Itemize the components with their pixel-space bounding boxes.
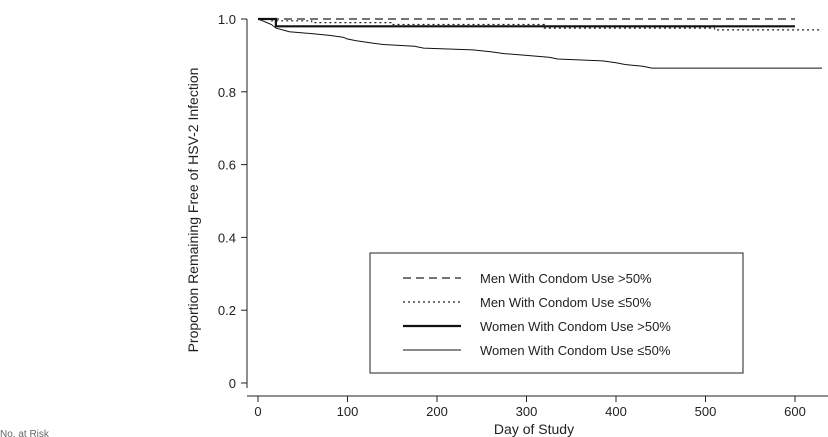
legend-box bbox=[369, 252, 744, 374]
legend-label: Men With Condom Use >50% bbox=[480, 271, 652, 286]
series-line-women-with-condom-use-50 bbox=[258, 17, 795, 28]
x-tick-label: 400 bbox=[605, 404, 627, 419]
series-line-men-with-condom-use-50 bbox=[258, 18, 822, 31]
y-tick-label: 0.4 bbox=[218, 230, 236, 245]
y-tick-label: 0 bbox=[229, 376, 236, 391]
series-line-women-with-condom-use-50 bbox=[257, 18, 822, 69]
footnote: No. at Risk bbox=[0, 429, 50, 437]
legend-label: Men With Condom Use ≤50% bbox=[480, 295, 652, 310]
legend: Men With Condom Use >50% Men With Condom … bbox=[369, 252, 744, 374]
y-tick-label: 1.0 bbox=[218, 12, 236, 27]
x-axis-ticks: 0 100 200 300 400 500 600 bbox=[254, 396, 806, 419]
x-tick-label: 300 bbox=[516, 404, 538, 419]
x-tick-label: 500 bbox=[695, 404, 717, 419]
x-tick-label: 200 bbox=[426, 404, 448, 419]
y-axis-title: Proportion Remaining Free of HSV-2 Infec… bbox=[185, 68, 201, 353]
legend-entries: Men With Condom Use >50% Men With Condom … bbox=[403, 271, 671, 358]
x-tick-label: 0 bbox=[254, 404, 261, 419]
x-axis-title: Day of Study bbox=[494, 421, 574, 437]
legend-label: Women With Condom Use ≤50% bbox=[480, 343, 671, 358]
x-tick-label: 100 bbox=[337, 404, 359, 419]
y-tick-label: 0.8 bbox=[218, 85, 236, 100]
y-axis-ticks: 0 0.2 0.4 0.6 0.8 1.0 bbox=[218, 12, 247, 391]
y-tick-label: 0.6 bbox=[218, 158, 236, 173]
legend-label: Women With Condom Use >50% bbox=[480, 319, 671, 334]
series-layer bbox=[257, 17, 822, 69]
plot-area: 0 0.2 0.4 0.6 0.8 1.0 0 100 200 300 400 500 600 bbox=[218, 12, 828, 419]
y-tick-label: 0.2 bbox=[218, 303, 236, 318]
x-tick-label: 600 bbox=[784, 404, 806, 419]
